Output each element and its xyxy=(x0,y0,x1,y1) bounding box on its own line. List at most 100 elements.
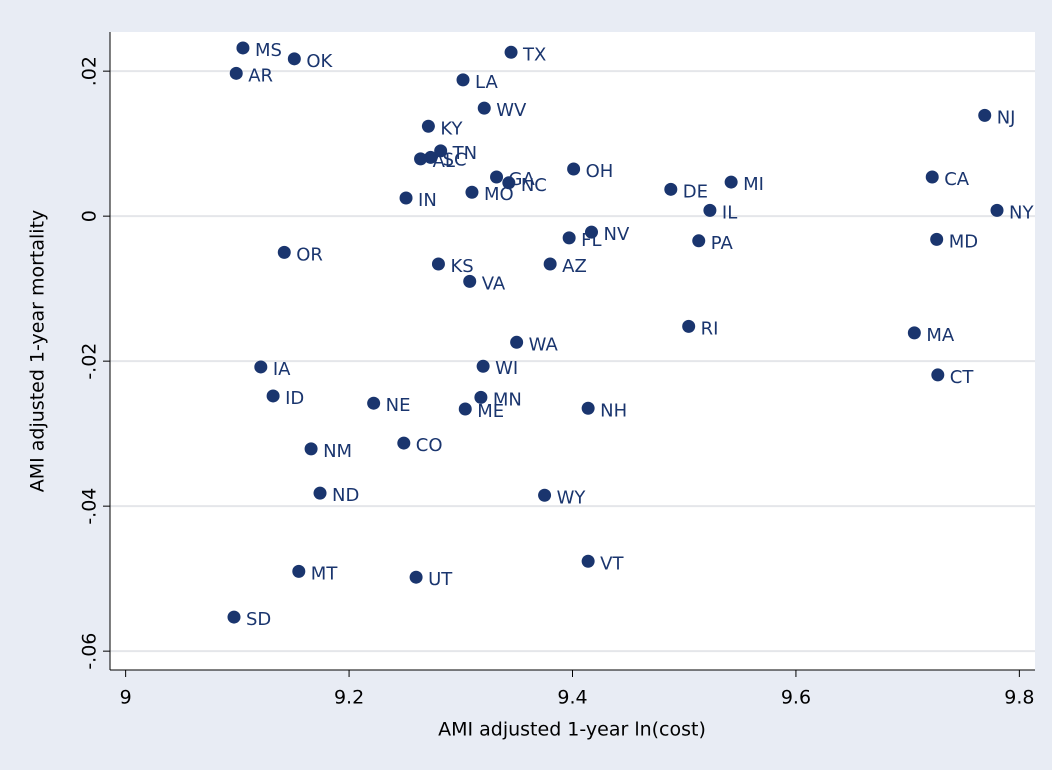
x-tick-label: 9 xyxy=(120,687,132,709)
x-tick-label: 9.8 xyxy=(1004,687,1034,709)
point-label: CT xyxy=(950,367,975,388)
point-label: NC xyxy=(521,175,547,196)
point-label: SD xyxy=(246,609,271,630)
point xyxy=(538,488,552,502)
plot-area xyxy=(110,32,1035,670)
point-label: TN xyxy=(452,143,477,164)
point xyxy=(227,610,241,624)
point xyxy=(477,101,491,115)
y-tick-label: 0 xyxy=(79,210,101,222)
point xyxy=(456,73,470,87)
point xyxy=(292,564,306,578)
point-label: AZ xyxy=(562,256,587,277)
point-label: NY xyxy=(1009,202,1034,223)
point-label: IN xyxy=(418,190,437,211)
point-label: SC xyxy=(443,149,467,170)
point-label: NM xyxy=(323,441,352,462)
x-axis-title: AMI adjusted 1-year ln(cost) xyxy=(438,719,706,741)
point xyxy=(313,486,327,500)
point-label: VA xyxy=(482,273,506,294)
point-label: WA xyxy=(529,334,559,355)
y-tick-label: -.04 xyxy=(79,488,101,525)
point xyxy=(562,231,576,245)
point xyxy=(431,257,445,271)
point-label: RI xyxy=(701,318,719,339)
point-label: LA xyxy=(475,72,498,93)
point xyxy=(229,66,243,80)
point xyxy=(463,274,477,288)
point-label: PA xyxy=(711,233,734,254)
point-label: MA xyxy=(926,325,955,346)
point xyxy=(474,390,488,404)
point-label: KS xyxy=(450,256,473,277)
point xyxy=(724,175,738,189)
point-label: WY xyxy=(557,487,587,508)
point-label: VT xyxy=(600,553,624,574)
point xyxy=(907,326,921,340)
y-tick-label: -.06 xyxy=(79,633,101,670)
point-label: MS xyxy=(255,40,282,61)
point-label: AR xyxy=(248,65,273,86)
point-label: ND xyxy=(332,485,359,506)
point-label: IA xyxy=(273,359,291,380)
point xyxy=(567,162,581,176)
point xyxy=(925,170,939,184)
point xyxy=(581,554,595,568)
point xyxy=(465,185,479,199)
point-label: MT xyxy=(311,563,339,584)
point xyxy=(490,170,504,184)
point xyxy=(424,150,438,164)
point xyxy=(421,119,435,133)
point-label: GA xyxy=(509,169,536,190)
y-axis-title: AMI adjusted 1-year mortality xyxy=(27,210,49,493)
point xyxy=(990,203,1004,217)
point xyxy=(543,257,557,271)
point xyxy=(931,368,945,382)
point xyxy=(978,108,992,122)
point-label: WV xyxy=(496,100,527,121)
point-label: TX xyxy=(522,44,546,65)
point-label: MD xyxy=(949,231,978,252)
point xyxy=(664,182,678,196)
point-label: NV xyxy=(603,224,629,245)
point-label: MN xyxy=(493,389,522,410)
point-label: NH xyxy=(600,400,627,421)
x-tick-label: 9.4 xyxy=(557,687,587,709)
point-label: ID xyxy=(285,388,304,409)
point xyxy=(703,203,717,217)
y-tick-label: -.02 xyxy=(79,343,101,380)
point xyxy=(397,436,411,450)
point xyxy=(409,570,423,584)
point xyxy=(254,360,268,374)
point-label: OR xyxy=(296,244,323,265)
point xyxy=(266,389,280,403)
point xyxy=(510,335,524,349)
point xyxy=(434,144,448,158)
point-label: WI xyxy=(495,358,518,379)
point-label: UT xyxy=(428,569,453,590)
point xyxy=(581,401,595,415)
point xyxy=(458,402,472,416)
point xyxy=(476,359,490,373)
point-label: CA xyxy=(944,169,970,190)
point xyxy=(414,152,428,166)
point xyxy=(502,176,516,190)
point-label: MI xyxy=(743,174,764,195)
point-label: KY xyxy=(440,118,463,139)
point xyxy=(930,232,944,246)
point-label: NJ xyxy=(997,107,1016,128)
point xyxy=(304,442,318,456)
point-label: MO xyxy=(484,184,514,205)
point xyxy=(287,52,301,66)
point xyxy=(399,191,413,205)
point xyxy=(682,319,696,333)
point-label: ME xyxy=(477,401,504,422)
y-tick-label: .02 xyxy=(79,56,101,86)
point xyxy=(504,45,518,59)
point-label: OK xyxy=(306,51,333,72)
point xyxy=(277,245,291,259)
point-label: OH xyxy=(586,161,614,182)
point-label: NE xyxy=(386,395,411,416)
